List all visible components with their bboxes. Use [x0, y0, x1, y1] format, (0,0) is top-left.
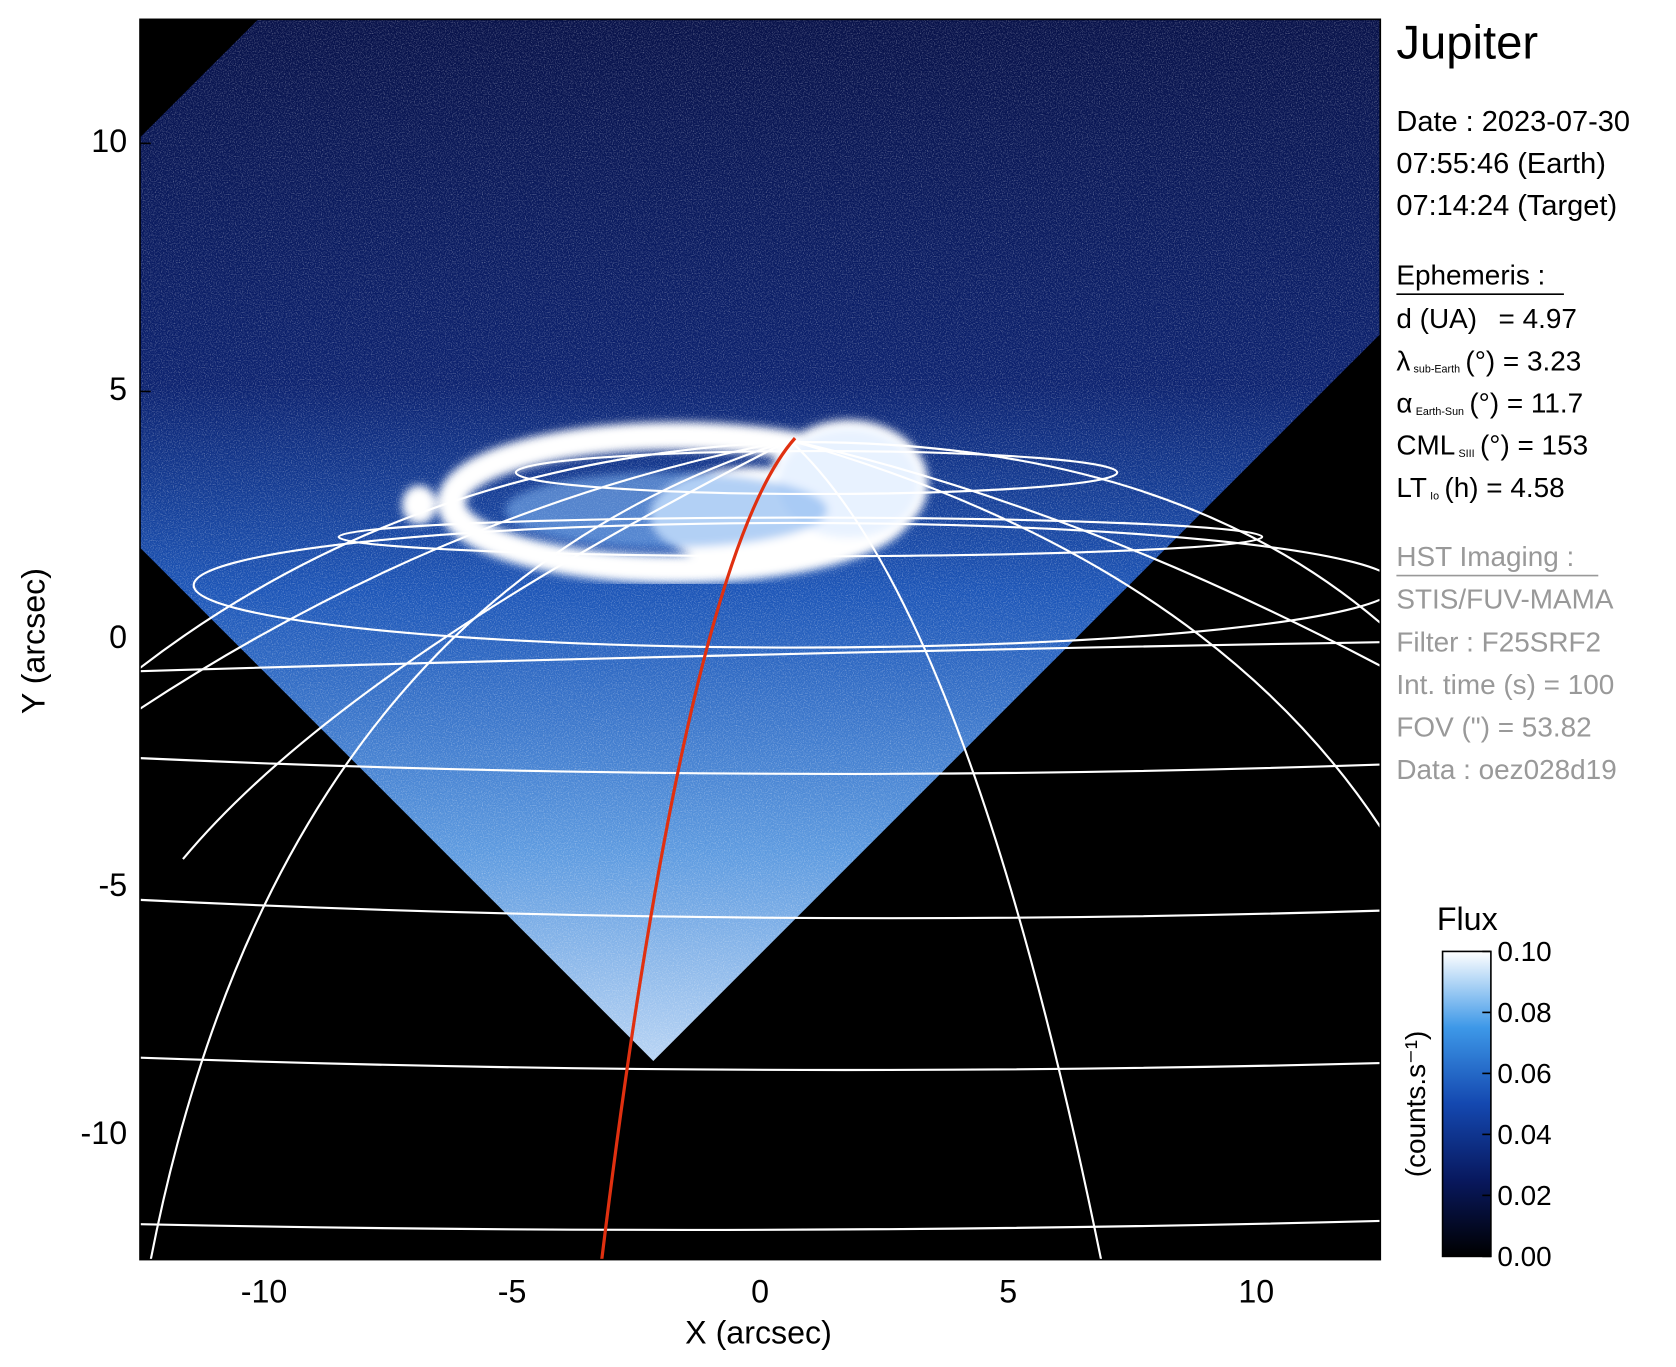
- date-line: 07:14:24 (Target): [1396, 190, 1617, 222]
- y-tick-label: -5: [98, 867, 127, 903]
- colorbar: [1441, 950, 1492, 1258]
- meridian: [600, 437, 797, 1260]
- symbol: LT: [1396, 472, 1427, 503]
- colorbar-tick-label: 0.00: [1497, 1241, 1551, 1272]
- aurora: [402, 419, 929, 584]
- symbol: α: [1396, 388, 1412, 419]
- x-tick-label: 5: [999, 1273, 1017, 1309]
- subscript: Earth-Sun: [1416, 406, 1464, 418]
- symbol: d (UA): [1396, 303, 1477, 334]
- symbol: CML: [1396, 430, 1455, 461]
- colorbar-label: (counts.s⁻¹): [1400, 1031, 1431, 1178]
- imaging-line: Int. time (s) = 100: [1396, 669, 1614, 700]
- x-tick-label: 0: [751, 1273, 769, 1309]
- date-line: Date : 2023-07-30: [1396, 106, 1630, 138]
- imaging-line: STIS/FUV-MAMA: [1396, 584, 1613, 615]
- ephemeris-line: CML SIII (°) = 153: [1396, 430, 1588, 461]
- colorbar-tick-label: 0.10: [1497, 936, 1551, 967]
- x-tick-label: 10: [1238, 1273, 1274, 1309]
- imaging-line: Data : oez028d19: [1396, 754, 1616, 785]
- y-axis-label: Y (arcsec): [15, 568, 51, 714]
- x-tick-label: -10: [241, 1273, 288, 1309]
- subscript: sub-Earth: [1414, 364, 1461, 376]
- image-area: [140, 19, 1381, 1260]
- chart-title: Jupiter: [1396, 17, 1538, 70]
- value-text: = 4.97: [1499, 303, 1577, 334]
- colorbar-title: Flux: [1437, 901, 1498, 937]
- value-text: (°) = 11.7: [1469, 388, 1583, 419]
- x-axis-label: X (arcsec): [685, 1314, 832, 1350]
- planet-grid: [140, 439, 1381, 1260]
- y-tick-label: 10: [91, 123, 127, 159]
- imaging-title: HST Imaging :: [1396, 541, 1574, 572]
- date-line: 07:55:46 (Earth): [1396, 148, 1605, 180]
- ephemeris-line: d (UA) = 4.97: [1396, 303, 1576, 334]
- value-text: (°) = 153: [1480, 430, 1588, 461]
- subscript: SIII: [1459, 448, 1475, 460]
- x-tick-label: -5: [498, 1273, 527, 1309]
- ephemeris-line: α Earth-Sun (°) = 11.7: [1396, 388, 1583, 419]
- imaging-line: Filter : F25SRF2: [1396, 626, 1601, 657]
- ephemeris-title: Ephemeris :: [1396, 259, 1545, 290]
- imaging-line: FOV (") = 53.82: [1396, 711, 1591, 742]
- colorbar-tick-label: 0.04: [1497, 1119, 1551, 1150]
- y-tick-label: 0: [109, 619, 127, 655]
- colorbar-tick-label: 0.08: [1497, 997, 1551, 1028]
- ephemeris-line: LT Io (h) = 4.58: [1396, 472, 1564, 503]
- y-tick-label: -10: [81, 1115, 128, 1151]
- value-text: (°) = 3.23: [1465, 346, 1581, 377]
- colorbar-tick-label: 0.02: [1497, 1180, 1551, 1211]
- symbol: λ: [1396, 346, 1410, 377]
- ephemeris-line: λ sub-Earth (°) = 3.23: [1396, 346, 1581, 377]
- value-text: (h) = 4.58: [1444, 472, 1564, 503]
- colorbar-tick-label: 0.06: [1497, 1058, 1551, 1089]
- subscript: Io: [1430, 490, 1439, 502]
- y-tick-label: 5: [109, 371, 127, 407]
